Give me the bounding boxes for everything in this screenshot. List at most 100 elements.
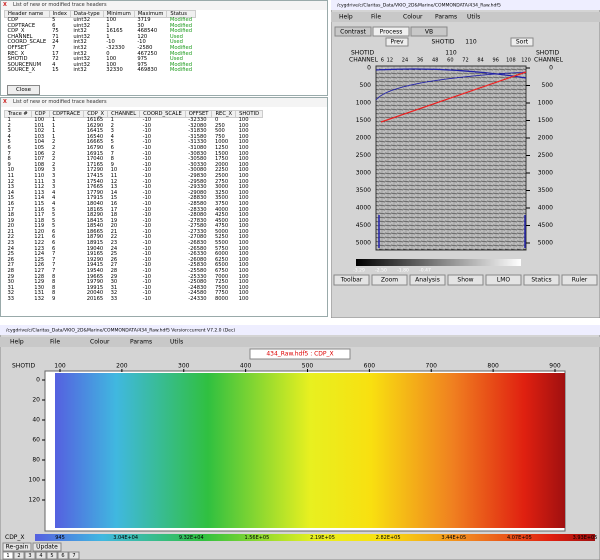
tab[interactable]: [372, 26, 410, 37]
page-button[interactable]: [57, 551, 69, 560]
table-row: 28 127 7 19540 28 -10 -25580 6750 100: [5, 268, 263, 275]
cell: 112: [34, 184, 45, 191]
table-row: CDPTRACE 6 uint32 1 30 Modified: [5, 22, 196, 30]
tool-button[interactable]: [409, 274, 446, 286]
cell: 1: [52, 122, 56, 129]
cell: 7500: [214, 284, 229, 291]
cell: 15: [7, 195, 15, 202]
cell: 100: [238, 268, 249, 275]
menu-item[interactable]: Colour: [403, 14, 423, 21]
prev-button[interactable]: [385, 37, 409, 47]
table-row: SHOTID 72 uint32 100 975 Used: [5, 57, 196, 63]
cell: 21: [7, 228, 15, 235]
page-button[interactable]: [13, 551, 25, 560]
action-button-label: Re-gain: [6, 544, 29, 551]
cell: 7: [52, 44, 56, 51]
cell: uint32: [73, 22, 91, 29]
cell: 467250: [137, 50, 158, 57]
menu-item[interactable]: Utils: [467, 14, 480, 21]
cell: 7: [52, 251, 56, 258]
page-button[interactable]: [35, 551, 47, 560]
cell: 6500: [214, 262, 229, 269]
cell: 9: [7, 161, 11, 168]
cell: int32: [73, 44, 87, 51]
cell: -24580: [188, 290, 207, 297]
colorbar-label: 2.19E+05: [310, 535, 335, 541]
cell: 22: [110, 234, 118, 241]
cell: 119: [34, 223, 45, 230]
tool-button[interactable]: [561, 274, 598, 286]
x-tick-label: 24: [402, 58, 408, 64]
cell: 17040: [86, 156, 104, 163]
cell: -10: [142, 284, 152, 291]
menu-item[interactable]: Params: [435, 14, 457, 21]
cell: 100: [238, 273, 249, 280]
cell: 29: [7, 273, 15, 280]
cell: -10: [142, 122, 152, 129]
cell: uint32: [73, 61, 91, 68]
tool-button-label: Ruler: [572, 277, 588, 284]
cell: -10: [142, 156, 152, 163]
menu-item[interactable]: File: [371, 14, 381, 21]
y-tick-label: 120: [29, 497, 41, 504]
cell: 25: [110, 251, 118, 258]
page-button[interactable]: [2, 551, 14, 560]
menu-item[interactable]: Help: [339, 14, 353, 21]
cell: 4000: [214, 206, 229, 213]
cell: -10: [142, 234, 152, 241]
cell: int32: [73, 50, 87, 57]
menu-item[interactable]: Help: [10, 339, 24, 346]
x-axis-label: CHANNEL: [534, 57, 564, 64]
tab[interactable]: [410, 26, 448, 37]
cell: SOURCENUM: [7, 61, 42, 68]
cell: 17: [7, 206, 15, 213]
cell: 9: [52, 296, 56, 302]
cell: 100: [238, 167, 249, 174]
menu-item[interactable]: Colour: [90, 339, 110, 346]
title-bar: [331, 0, 600, 10]
tool-button[interactable]: [333, 274, 370, 286]
cell: 100: [238, 212, 249, 219]
tool-button[interactable]: [485, 274, 522, 286]
page-button[interactable]: [46, 551, 58, 560]
cell: CDP_X: [7, 28, 25, 35]
action-button[interactable]: [2, 542, 32, 552]
table-row: 18 117 5 18290 18 -10 -28080 4250 100: [5, 212, 263, 219]
tool-button[interactable]: [371, 274, 408, 286]
page-button[interactable]: [68, 551, 80, 560]
page-button[interactable]: [24, 551, 36, 560]
cell: -10: [142, 200, 152, 207]
action-button[interactable]: [32, 542, 62, 552]
y-tick-label: 500: [360, 82, 372, 89]
tool-button[interactable]: [523, 274, 560, 286]
cell: 18: [7, 212, 15, 219]
tab[interactable]: [334, 26, 372, 37]
cell: 123: [34, 245, 45, 252]
table-row: SOURCENUM 4 uint32 100 975 Modified: [5, 61, 196, 69]
cell: 100: [238, 139, 249, 146]
cell: 107: [34, 156, 45, 163]
cell: 30: [137, 22, 144, 29]
cell: 32: [7, 290, 15, 297]
menu-item[interactable]: File: [50, 339, 60, 346]
cell: 7750: [214, 290, 229, 297]
sort-button[interactable]: [510, 37, 534, 47]
cell: 16790: [86, 144, 104, 151]
y-tick-label: 3500: [538, 187, 553, 194]
cell: 3: [110, 128, 114, 135]
cell: 26: [110, 256, 118, 263]
close-button[interactable]: Close: [7, 85, 40, 95]
header-window: List of new or modified trace headers He…: [0, 0, 328, 96]
x-tick-label: 400: [240, 363, 252, 370]
menu-item[interactable]: Params: [130, 339, 152, 346]
cell: 1: [110, 117, 114, 123]
cell: 16: [110, 200, 118, 207]
tool-button[interactable]: [447, 274, 484, 286]
cell: 469830: [137, 67, 158, 74]
y-tick-label: 80: [32, 457, 40, 464]
menu-item[interactable]: Utils: [170, 339, 183, 346]
cell: 103: [34, 133, 45, 140]
cell: 114: [34, 195, 45, 202]
cell: 10: [110, 167, 118, 174]
cell: 4: [52, 200, 56, 207]
